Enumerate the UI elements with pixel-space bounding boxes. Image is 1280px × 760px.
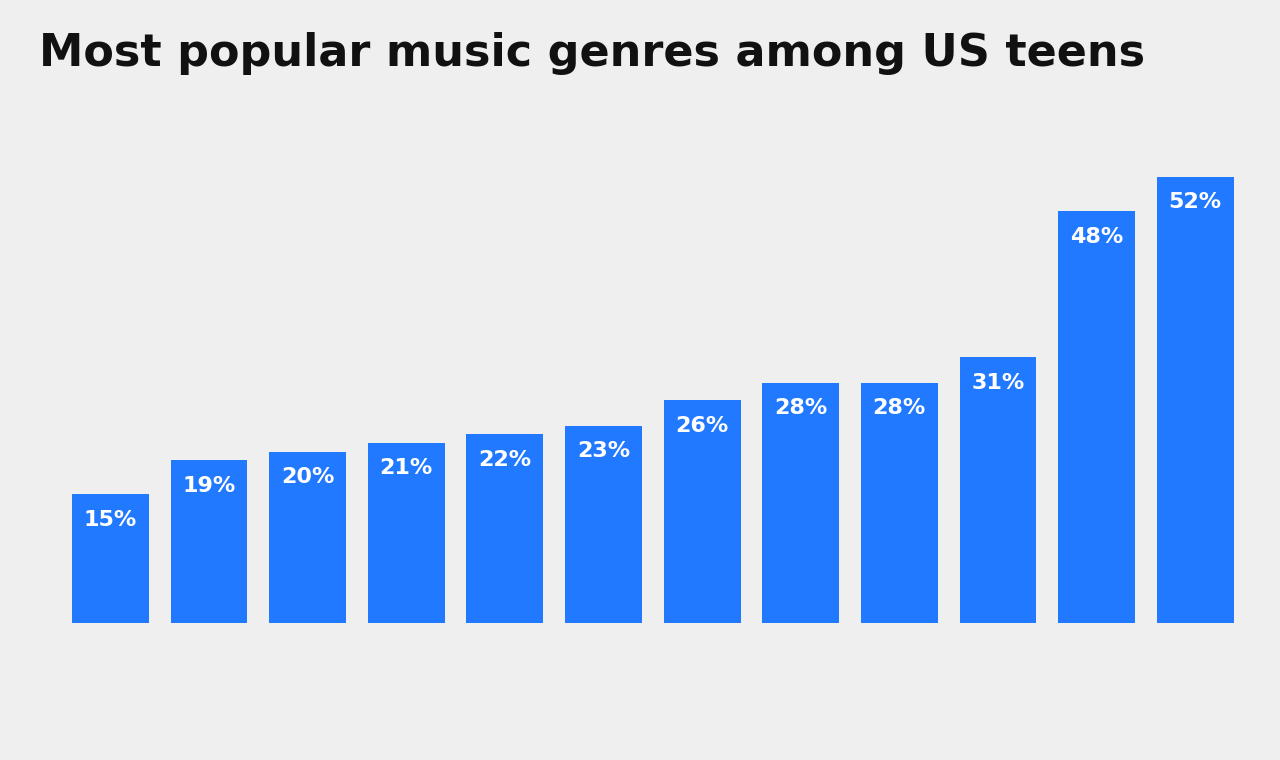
Bar xyxy=(72,495,148,623)
Bar xyxy=(367,443,444,623)
Bar xyxy=(960,357,1037,623)
Text: 15%: 15% xyxy=(83,510,137,530)
Text: 20%: 20% xyxy=(280,467,334,487)
Bar xyxy=(466,435,543,623)
Bar xyxy=(170,460,247,623)
Text: 19%: 19% xyxy=(182,476,236,496)
Text: 22%: 22% xyxy=(479,450,531,470)
Bar xyxy=(663,400,741,623)
Text: 28%: 28% xyxy=(774,398,827,419)
Text: 52%: 52% xyxy=(1169,192,1222,213)
Text: 31%: 31% xyxy=(972,372,1024,393)
Bar xyxy=(861,383,938,623)
Bar xyxy=(1157,177,1234,623)
Text: 21%: 21% xyxy=(380,458,433,479)
Text: 26%: 26% xyxy=(676,416,728,435)
Bar xyxy=(564,426,643,623)
Text: 48%: 48% xyxy=(1070,226,1124,247)
Bar xyxy=(1059,211,1135,623)
Bar xyxy=(269,451,346,623)
Text: 28%: 28% xyxy=(873,398,925,419)
Bar xyxy=(763,383,840,623)
Text: 23%: 23% xyxy=(577,442,630,461)
Text: Most popular music genres among US teens: Most popular music genres among US teens xyxy=(40,32,1146,75)
